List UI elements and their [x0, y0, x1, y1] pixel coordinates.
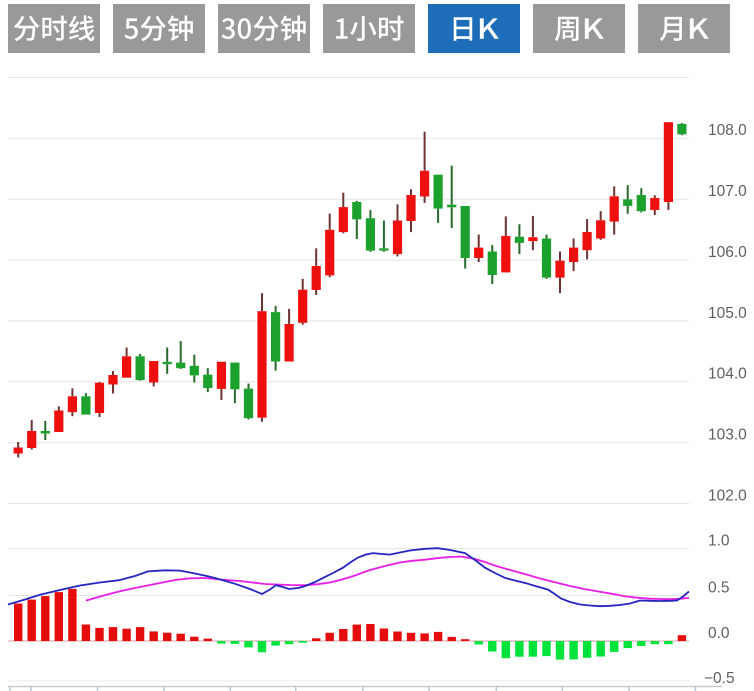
svg-text:0.5: 0.5: [708, 579, 730, 596]
svg-text:1.0: 1.0: [708, 532, 730, 549]
svg-text:−0.5: −0.5: [704, 670, 735, 687]
svg-text:102.0: 102.0: [708, 487, 747, 504]
svg-text:103.0: 103.0: [708, 427, 747, 444]
svg-text:107.0: 107.0: [708, 183, 747, 200]
svg-text:0.0: 0.0: [708, 625, 730, 642]
svg-text:104.0: 104.0: [708, 366, 747, 383]
svg-text:108.0: 108.0: [708, 122, 747, 139]
svg-text:106.0: 106.0: [708, 244, 747, 261]
svg-text:105.0: 105.0: [708, 305, 747, 322]
